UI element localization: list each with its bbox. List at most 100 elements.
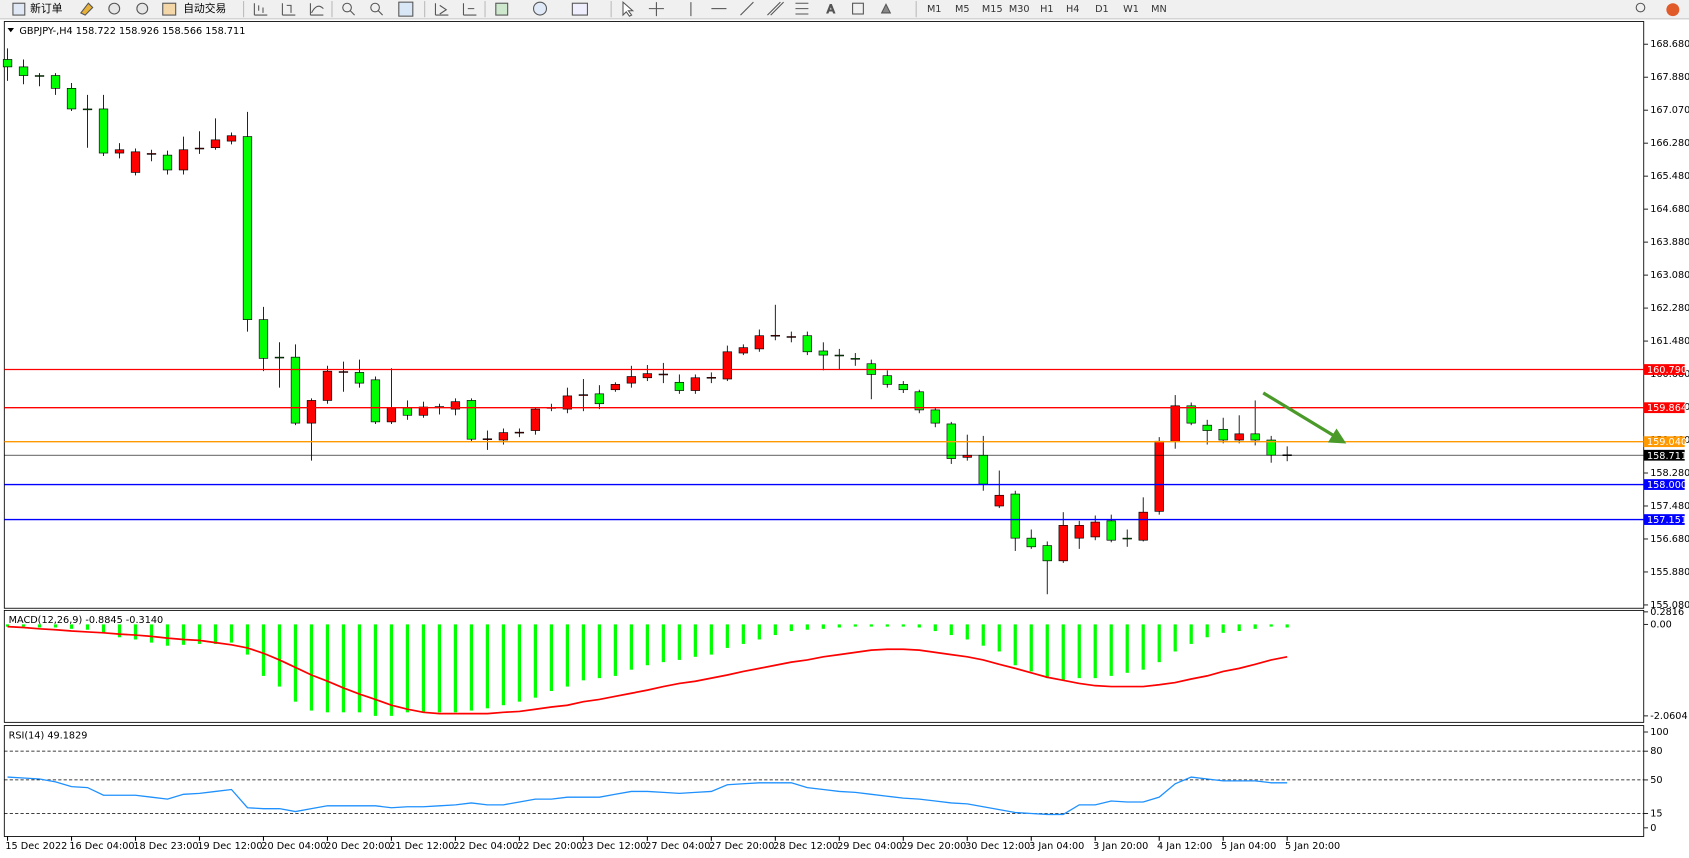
icon[interactable]: [462, 3, 477, 16]
x-tick-label: 20 Dec 04:00: [261, 841, 326, 852]
candle-body: [194, 147, 205, 150]
candle-body: [562, 395, 573, 410]
macd-bar: [133, 624, 138, 640]
fibo-tool[interactable]: [795, 2, 809, 15]
icon[interactable]: [281, 3, 296, 16]
macd-bar: [933, 624, 937, 632]
icon[interactable]: [398, 1, 414, 17]
templates[interactable]: [571, 2, 588, 16]
macd-bar: [373, 624, 378, 716]
label-tool[interactable]: [852, 2, 864, 15]
macd-bar: [837, 624, 841, 628]
macd-bar: [741, 624, 745, 644]
cursor[interactable]: [622, 0, 635, 17]
text-tool[interactable]: A: [826, 2, 835, 17]
candle-body: [802, 335, 812, 353]
auto-trade-icon[interactable]: [162, 2, 177, 16]
candle-body: [450, 401, 461, 410]
candle-body: [146, 153, 157, 155]
level-label: 158.711: [1647, 451, 1687, 462]
macd-bar: [917, 624, 921, 628]
candle-body: [386, 407, 397, 423]
trend-tool[interactable]: [740, 1, 754, 16]
zoom-out[interactable]: [370, 2, 380, 13]
macd-bar: [1045, 624, 1049, 679]
level-label: 160.790: [1647, 365, 1687, 376]
indicators[interactable]: [495, 2, 509, 16]
arrows-tool[interactable]: [880, 3, 892, 14]
timeframe-button[interactable]: M5: [955, 4, 970, 15]
notification[interactable]: [1666, 3, 1680, 17]
icon[interactable]: [309, 3, 324, 16]
candle-body: [722, 351, 732, 380]
candle-body: [210, 139, 221, 149]
y-tick-label: 168.680: [1650, 39, 1689, 50]
timeframe-button[interactable]: M15: [982, 4, 1003, 15]
icon[interactable]: [434, 3, 449, 16]
macd-bar: [1093, 624, 1097, 679]
icon[interactable]: [108, 2, 121, 15]
y-tick-label: 50: [1650, 775, 1662, 786]
timeframe-button[interactable]: H1: [1040, 4, 1053, 15]
icon[interactable]: [80, 2, 94, 16]
candle-body: [1202, 424, 1212, 431]
timeframe-button[interactable]: D1: [1095, 4, 1109, 15]
macd-bar: [517, 624, 522, 702]
icon[interactable]: [253, 3, 268, 16]
macd-bar: [421, 624, 426, 713]
crosshair[interactable]: [648, 2, 664, 17]
pane-title: MACD(12,26,9) -0.8845 -0.3140: [9, 615, 164, 626]
candle-body: [482, 438, 493, 440]
macd-bar: [117, 624, 122, 638]
timeframe-button[interactable]: H4: [1066, 4, 1079, 15]
candle-body: [850, 358, 860, 360]
candle-body: [50, 75, 61, 89]
timeframe-button[interactable]: M1: [927, 4, 942, 15]
timeframe-button[interactable]: M30: [1009, 4, 1030, 15]
macd-bar: [405, 624, 410, 713]
rsi-line: [7, 776, 1288, 816]
macd-bar: [21, 624, 26, 627]
toolbar-icons: A: [12, 0, 1680, 18]
candle-body: [1138, 511, 1148, 541]
timeframe-button[interactable]: W1: [1123, 4, 1139, 15]
macd-bar: [245, 624, 250, 655]
x-tick-label: 27 Dec 04:00: [645, 841, 710, 852]
new-order-icon[interactable]: [12, 2, 26, 16]
macd-bar: [5, 624, 10, 627]
toolbar-button[interactable]: 自动交易: [183, 2, 226, 15]
search[interactable]: [1635, 2, 1646, 13]
periods[interactable]: [532, 1, 548, 16]
icon[interactable]: [349, 10, 355, 16]
candle-body: [1154, 440, 1164, 512]
macd-bar: [1189, 624, 1193, 644]
macd-bar: [901, 624, 905, 627]
toolbar-button[interactable]: 新订单: [30, 2, 63, 15]
level-label-bg: [1643, 364, 1685, 375]
candle-body: [594, 393, 605, 405]
macd-bar: [869, 624, 873, 627]
macd-bar: [261, 624, 266, 676]
candle-body: [2, 59, 13, 68]
x-tick-label: 3 Jan 20:00: [1093, 841, 1148, 852]
timeframe-button[interactable]: MN: [1151, 4, 1167, 15]
icon[interactable]: [377, 10, 384, 16]
candle-body: [178, 149, 189, 171]
candle-body: [834, 354, 844, 357]
candle-body: [242, 136, 253, 320]
x-tick-label: 20 Dec 20:00: [325, 841, 390, 852]
candle-body: [466, 400, 477, 440]
macd-bar: [821, 624, 825, 629]
macd-bar: [853, 624, 857, 627]
candle-body: [626, 376, 636, 384]
candle-body: [690, 377, 700, 391]
candle-body: [258, 319, 269, 359]
macd-bar: [965, 624, 969, 640]
zoom-in[interactable]: [342, 2, 352, 13]
channel-tool[interactable]: [767, 1, 784, 16]
icon[interactable]: [136, 2, 149, 15]
macd-bar: [165, 624, 170, 646]
level-label: 157.151: [1647, 515, 1687, 526]
macd-bar: [325, 624, 330, 713]
